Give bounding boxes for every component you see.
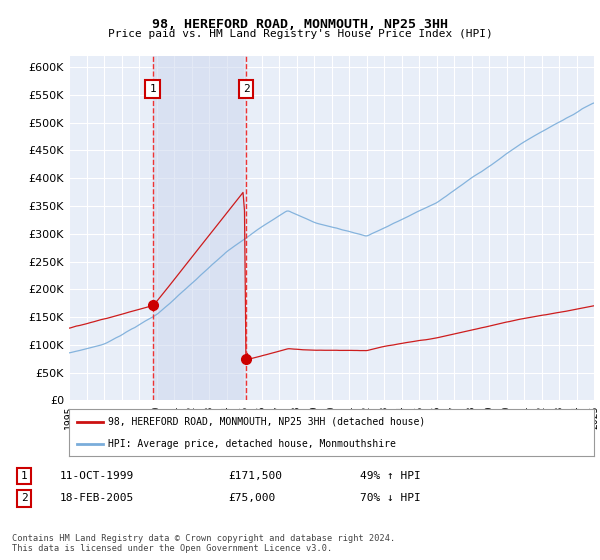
Text: 1: 1 (149, 85, 156, 94)
Text: 1: 1 (20, 471, 28, 481)
Bar (152, 56, 246, 400)
Text: 2: 2 (20, 493, 28, 503)
Text: £75,000: £75,000 (228, 493, 275, 503)
Text: 11-OCT-1999: 11-OCT-1999 (60, 471, 134, 481)
Text: 70% ↓ HPI: 70% ↓ HPI (360, 493, 421, 503)
Text: 49% ↑ HPI: 49% ↑ HPI (360, 471, 421, 481)
Text: 2: 2 (243, 85, 250, 94)
Text: 98, HEREFORD ROAD, MONMOUTH, NP25 3HH: 98, HEREFORD ROAD, MONMOUTH, NP25 3HH (152, 18, 448, 31)
Text: Contains HM Land Registry data © Crown copyright and database right 2024.
This d: Contains HM Land Registry data © Crown c… (12, 534, 395, 553)
Text: 98, HEREFORD ROAD, MONMOUTH, NP25 3HH (detached house): 98, HEREFORD ROAD, MONMOUTH, NP25 3HH (d… (109, 417, 425, 427)
Text: £171,500: £171,500 (228, 471, 282, 481)
Text: Price paid vs. HM Land Registry's House Price Index (HPI): Price paid vs. HM Land Registry's House … (107, 29, 493, 39)
Text: HPI: Average price, detached house, Monmouthshire: HPI: Average price, detached house, Monm… (109, 438, 396, 449)
Text: 18-FEB-2005: 18-FEB-2005 (60, 493, 134, 503)
